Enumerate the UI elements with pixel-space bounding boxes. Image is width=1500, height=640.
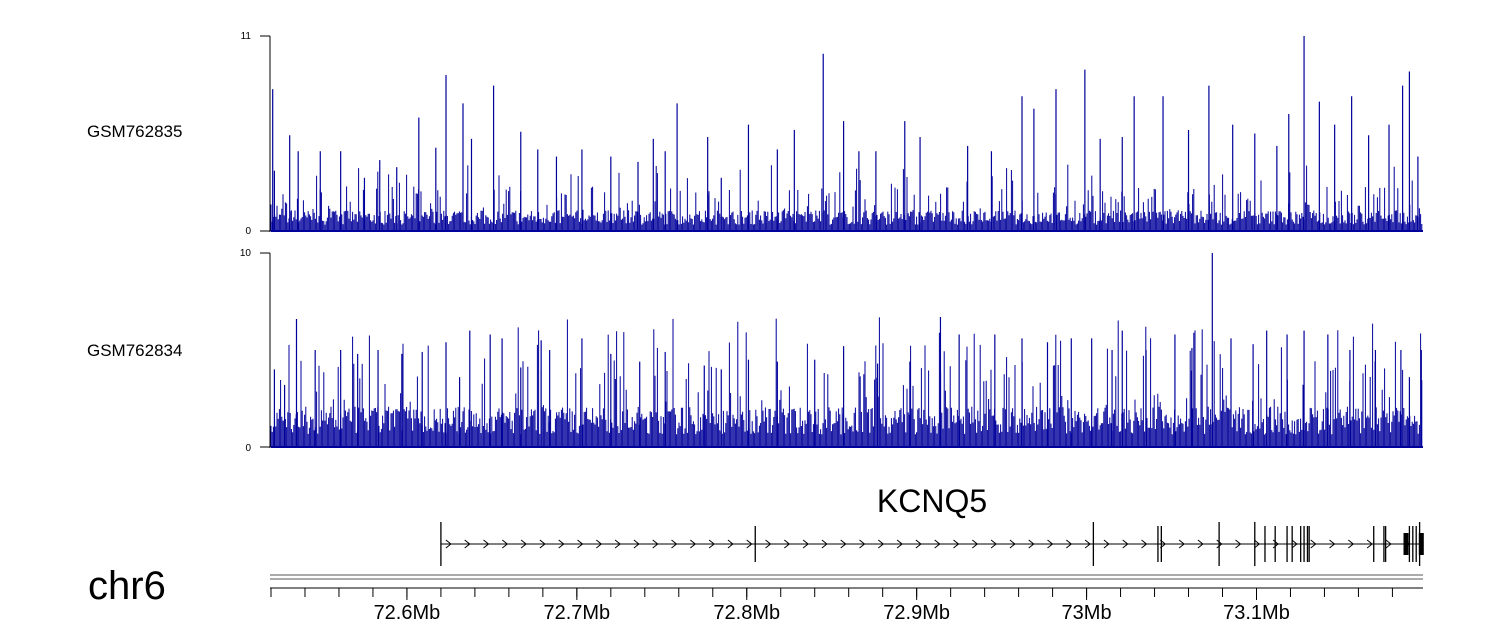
- strand-arrow: [464, 539, 471, 549]
- gene-exon: [754, 526, 756, 562]
- strand-arrow: [1141, 539, 1148, 549]
- strand-arrow: [1253, 539, 1261, 549]
- gene-exon: [1218, 522, 1220, 566]
- strand-arrow: [877, 539, 885, 549]
- strand-arrow: [1122, 539, 1129, 549]
- strand-arrow: [896, 539, 903, 549]
- gene-exon: [1415, 526, 1417, 562]
- strand-arrow: [1291, 539, 1298, 549]
- strand-arrow: [1009, 539, 1016, 549]
- coverage-track-gsm762835: GSM762835 11 0: [87, 31, 1423, 237]
- chromosome-label: chr6: [88, 564, 166, 608]
- strand-arrow: [821, 539, 828, 549]
- strand-arrow: [501, 539, 509, 549]
- strand-arrow: [1216, 539, 1223, 549]
- coverage-noise: [270, 317, 1423, 447]
- coverage-signal: [270, 253, 1423, 448]
- strand-arrow: [708, 539, 715, 549]
- strand-arrow: [1084, 539, 1091, 549]
- gene-exon: [1274, 526, 1276, 562]
- gene-exon: [440, 522, 442, 566]
- strand-arrow: [614, 539, 621, 549]
- strand-arrow: [445, 539, 452, 549]
- strand-arrow: [1047, 539, 1054, 549]
- strand-arrow: [1178, 539, 1185, 549]
- genome-axis: chr6 72.6Mb 72.7Mb 72.8Mb 72.9Mb 73Mb 73.1Mb: [88, 564, 1423, 624]
- strand-arrow: [539, 539, 546, 549]
- strand-arrow: [595, 539, 603, 549]
- gene-track: KCNQ5: [440, 483, 1424, 566]
- strand-arrow: [840, 539, 847, 549]
- strand-arrow: [520, 539, 527, 549]
- strand-arrow: [859, 539, 866, 549]
- gene-exon: [1373, 526, 1375, 562]
- x-tick-label: 72.9Mb: [883, 602, 950, 624]
- strand-arrow: [953, 539, 960, 549]
- strand-arrow: [558, 539, 565, 549]
- gene-name-label: KCNQ5: [877, 483, 987, 519]
- strand-arrow: [1385, 539, 1392, 549]
- strand-arrow: [990, 539, 997, 549]
- x-tick-label: 72.7Mb: [543, 602, 610, 624]
- y-tick-label-max: 10: [240, 248, 252, 259]
- gene-exon: [1264, 526, 1266, 562]
- strand-arrow: [652, 539, 659, 549]
- strand-arrow: [671, 539, 678, 549]
- strand-arrow: [577, 539, 584, 549]
- strand-arrow: [1235, 539, 1242, 549]
- gene-exon: [1303, 526, 1305, 562]
- strand-arrow: [783, 539, 791, 549]
- y-tick-label-min: 0: [245, 443, 251, 454]
- gene-exon: [1403, 533, 1409, 555]
- strand-arrow: [633, 539, 640, 549]
- strand-arrow: [1310, 539, 1317, 549]
- strand-arrow: [1103, 539, 1110, 549]
- strand-arrow: [483, 539, 490, 549]
- strand-arrow: [746, 539, 753, 549]
- gene-exon: [1383, 526, 1385, 562]
- gene-exon: [1306, 526, 1309, 562]
- x-tick-label: 72.6Mb: [374, 602, 441, 624]
- coverage-track-gsm762834: GSM762834 10 0: [87, 248, 1423, 454]
- strand-arrow: [915, 539, 922, 549]
- strand-arrow: [1065, 539, 1073, 549]
- gene-exon: [1408, 526, 1411, 562]
- strand-arrow: [802, 539, 809, 549]
- strand-arrow: [1028, 539, 1035, 549]
- strand-arrow: [934, 539, 941, 549]
- strand-arrow: [1197, 539, 1204, 549]
- y-tick-label-min: 0: [245, 226, 251, 237]
- strand-arrow: [689, 539, 697, 549]
- strand-arrow: [727, 539, 734, 549]
- gene-exon: [1092, 522, 1095, 566]
- track-label: GSM762834: [87, 341, 182, 360]
- x-tick-label: 73Mb: [1062, 602, 1112, 624]
- coverage-signal: [270, 36, 1423, 232]
- strand-arrow: [1329, 539, 1336, 549]
- strand-arrow: [1366, 539, 1373, 549]
- strand-arrow: [971, 539, 979, 549]
- strand-arrow: [1347, 539, 1355, 549]
- coverage-noise: [270, 164, 1423, 231]
- gene-exon: [1286, 526, 1288, 562]
- gene-exon: [1254, 522, 1256, 566]
- gene-exon: [1412, 526, 1414, 562]
- x-tick-label: 72.8Mb: [713, 602, 780, 624]
- gene-exon: [1160, 526, 1162, 562]
- gene-exon: [1300, 526, 1302, 562]
- gene-exon: [1418, 533, 1424, 555]
- strand-arrow: [765, 539, 772, 549]
- gene-exon: [1308, 526, 1310, 562]
- gene-exon: [1157, 526, 1159, 562]
- gene-exon: [1291, 526, 1293, 562]
- x-axis-ticks: 72.6Mb 72.7Mb 72.8Mb 72.9Mb 73Mb 73.1Mb: [270, 588, 1393, 624]
- y-tick-label-max: 11: [241, 31, 252, 42]
- x-tick-label: 73.1Mb: [1223, 602, 1290, 624]
- gene-exon: [1384, 526, 1387, 562]
- track-label: GSM762835: [87, 122, 182, 141]
- gene-model-kcnq5: [440, 522, 1424, 566]
